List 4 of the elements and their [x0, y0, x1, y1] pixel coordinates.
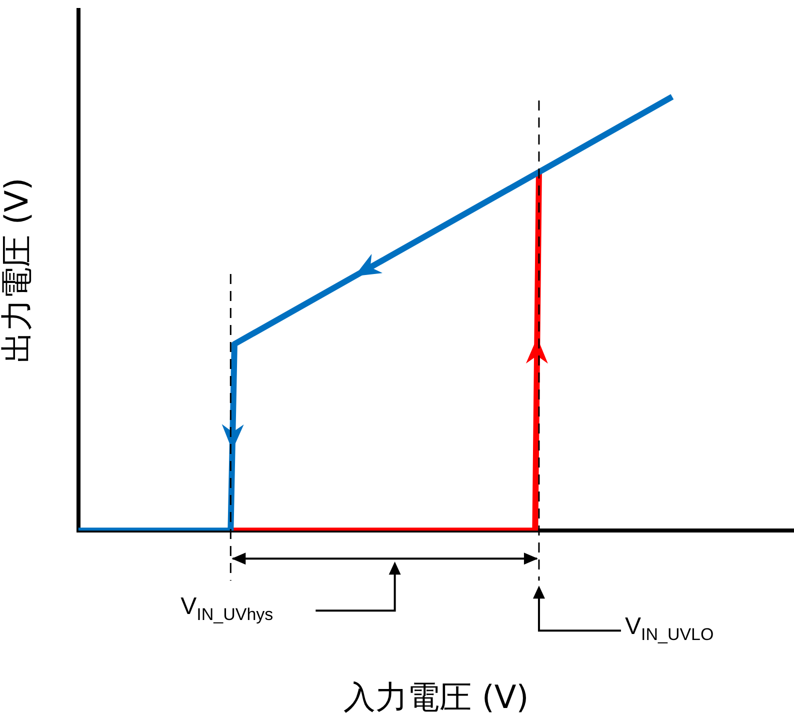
text: V$_{IN_UVLO}$	[624, 612, 714, 644]
text: V$_{IN_UVhys}$	[180, 592, 274, 624]
x-axis-title: 入力電圧 (V)	[344, 678, 529, 716]
y-axis-title: 出力電圧 (V)	[0, 178, 36, 363]
